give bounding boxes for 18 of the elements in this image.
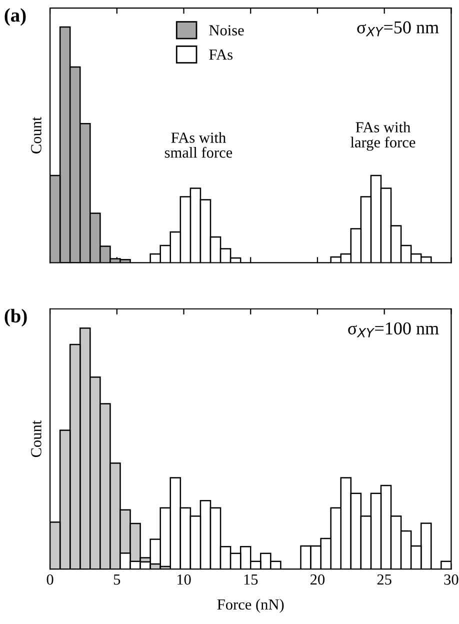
legend-label: Noise xyxy=(209,25,244,36)
chart-title: (b) xyxy=(4,308,27,327)
x-tick-label: 5 xyxy=(114,574,120,585)
chart-title: (a) xyxy=(4,8,26,26)
x-axis-title: Force (nN) xyxy=(217,598,284,613)
annotation: σ$_{XY}$=50 nm xyxy=(357,21,439,36)
x-tick-label: 20 xyxy=(310,574,325,585)
annotation: FAs with small force xyxy=(164,132,232,158)
annotation: FAs with large force xyxy=(350,122,416,151)
y-axis-title: Count xyxy=(31,420,42,458)
x-tick-label: 15 xyxy=(244,574,258,585)
x-tick-label: 0 xyxy=(46,574,54,585)
x-tick-label: 25 xyxy=(377,574,392,585)
legend-label: FAs xyxy=(209,50,233,60)
x-tick-label: 10 xyxy=(177,574,191,585)
annotation: σ$_{XY}$=100 nm xyxy=(348,322,439,338)
y-axis-title: Count xyxy=(31,116,42,154)
x-tick-label: 30 xyxy=(444,574,458,585)
